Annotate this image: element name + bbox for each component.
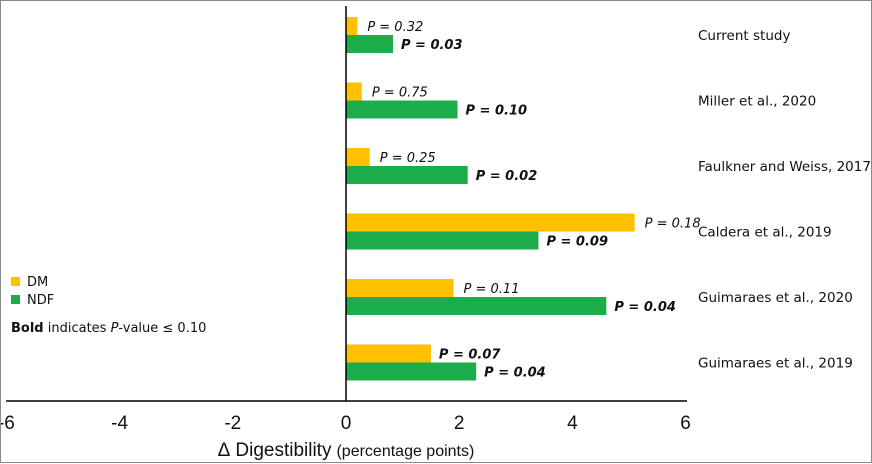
pvalue-label-dm: P = 0.75 bbox=[372, 86, 428, 101]
x-tick-label: -2 bbox=[224, 413, 241, 434]
study-label: Caldera et al., 2019 bbox=[698, 225, 832, 241]
pvalue-label-ndf: P = 0.09 bbox=[546, 235, 608, 250]
bar-dm bbox=[346, 279, 454, 297]
bar-ndf bbox=[346, 100, 458, 119]
study-label: Guimaraes et al., 2020 bbox=[698, 290, 853, 306]
x-tick-label: 0 bbox=[341, 413, 352, 434]
legend-swatch-ndf bbox=[11, 295, 20, 304]
pvalue-label-ndf: P = 0.10 bbox=[466, 104, 528, 119]
x-axis-label: Δ Digestibility (percentage points) bbox=[218, 440, 475, 461]
x-axis-label-symbol: Δ bbox=[218, 440, 231, 461]
x-tick-label: 2 bbox=[454, 413, 465, 434]
study-label: Faulkner and Weiss, 2017 bbox=[698, 159, 871, 175]
x-axis-label-main: Digestibility bbox=[235, 440, 332, 461]
pvalue-label-dm: P = 0.32 bbox=[367, 20, 423, 35]
bar-dm bbox=[346, 148, 370, 166]
bar-ndf bbox=[346, 166, 468, 184]
pvalue-label-dm: P = 0.25 bbox=[380, 151, 436, 166]
pvalue-label-dm: P = 0.11 bbox=[464, 282, 520, 297]
bold-note: Bold indicates P-value ≤ 0.10 bbox=[11, 321, 206, 336]
pvalue-label-dm: P = 0.18 bbox=[645, 217, 701, 232]
pvalue-label-ndf: P = 0.04 bbox=[484, 366, 546, 381]
bold-note-text-before: indicates bbox=[44, 321, 111, 336]
pvalue-label-ndf: P = 0.04 bbox=[614, 300, 676, 315]
pvalue-labels: P = 0.32 P = 0.03 P = 0.75 P = 0.10 P = 0.25… bbox=[367, 20, 700, 381]
pvalue-label-dm: P = 0.07 bbox=[439, 348, 502, 363]
x-tick-label: -4 bbox=[111, 413, 128, 434]
bold-note-word: Bold bbox=[11, 321, 44, 336]
bar-dm bbox=[346, 17, 358, 35]
bar-ndf bbox=[346, 231, 539, 250]
legend-label-dm: DM bbox=[27, 275, 48, 290]
bold-note-p: P bbox=[111, 321, 119, 336]
study-labels: Current study Miller et al., 2020 Faulkner… bbox=[698, 28, 871, 372]
bar-dm bbox=[346, 344, 431, 363]
study-label: Guimaraes et al., 2019 bbox=[698, 356, 853, 372]
pvalue-label-ndf: P = 0.03 bbox=[401, 38, 463, 53]
bars-layer bbox=[346, 17, 635, 381]
x-axis-label-unit: (percentage points) bbox=[336, 443, 474, 460]
x-tick-label: 4 bbox=[567, 413, 578, 434]
bar-dm bbox=[346, 82, 362, 101]
legend-swatch-dm bbox=[11, 277, 20, 286]
bar-ndf bbox=[346, 35, 393, 53]
legend: DM NDF bbox=[11, 275, 54, 308]
study-label: Current study bbox=[698, 28, 790, 44]
study-label: Miller et al., 2020 bbox=[698, 94, 816, 110]
pvalue-label-ndf: P = 0.02 bbox=[476, 169, 538, 184]
bold-note-text-after: -value ≤ 0.10 bbox=[118, 321, 206, 336]
legend-label-ndf: NDF bbox=[27, 293, 54, 308]
x-tick-label: -6 bbox=[1, 413, 15, 434]
bar-dm bbox=[346, 213, 635, 232]
bar-ndf bbox=[346, 297, 607, 315]
x-tick-labels: -6 -4 -2 0 2 4 6 bbox=[1, 413, 691, 434]
bar-ndf bbox=[346, 362, 477, 381]
x-tick-label: 6 bbox=[680, 413, 691, 434]
